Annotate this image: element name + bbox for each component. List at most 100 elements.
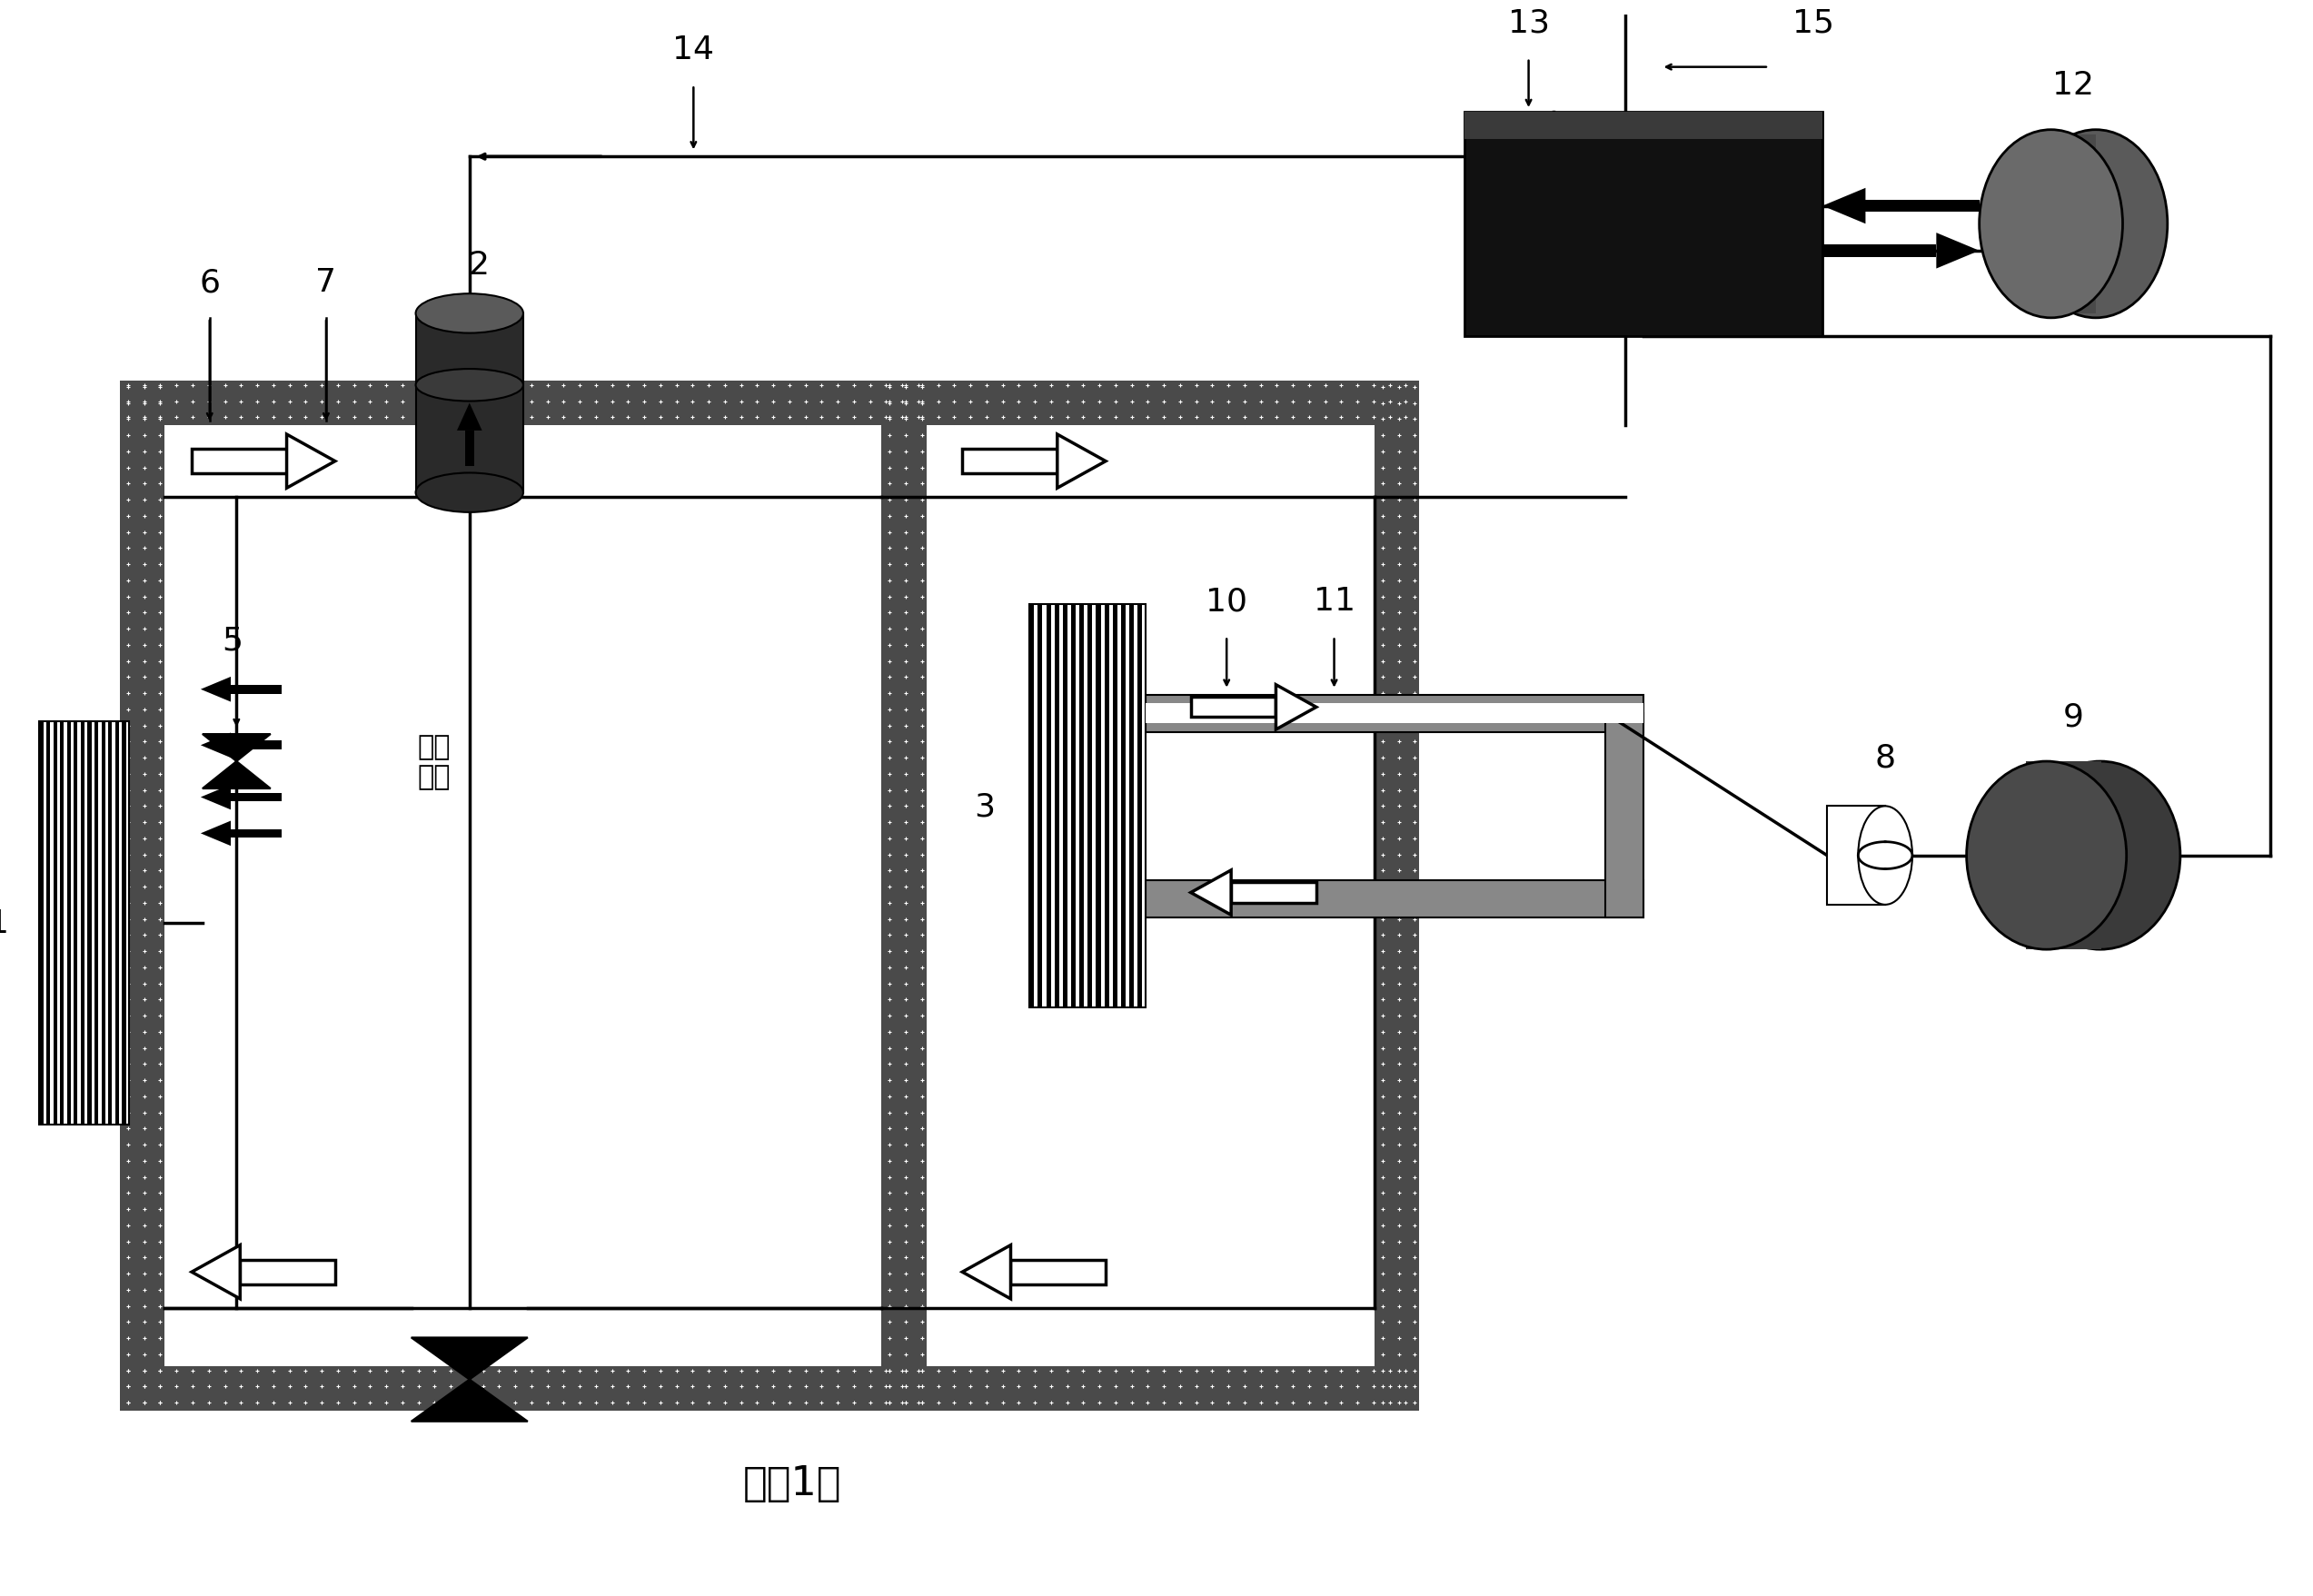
Text: 15: 15 — [1793, 8, 1834, 38]
Bar — [120, 381, 164, 1411]
Bar — [74, 721, 79, 1124]
Ellipse shape — [2024, 131, 2167, 319]
Text: 13: 13 — [1508, 8, 1550, 38]
Bar — [1231, 883, 1316, 903]
Bar — [39, 721, 44, 1124]
Bar — [120, 381, 928, 426]
Bar — [1827, 806, 1885, 905]
Bar — [1039, 605, 1043, 1009]
Text: 2: 2 — [467, 249, 488, 281]
Bar — [1103, 605, 1108, 1009]
Bar — [1087, 605, 1092, 1009]
Bar — [123, 721, 125, 1124]
Bar — [81, 721, 86, 1124]
Bar — [881, 1366, 1420, 1411]
Bar — [1011, 1259, 1106, 1285]
Polygon shape — [201, 785, 231, 811]
Text: 空气
或水: 空气 或水 — [416, 733, 451, 790]
Bar — [1062, 605, 1066, 1009]
Polygon shape — [1191, 870, 1231, 915]
Polygon shape — [1057, 434, 1106, 488]
Bar — [67, 721, 72, 1124]
Bar — [1145, 694, 1642, 733]
Bar — [192, 450, 287, 474]
Text: 3: 3 — [974, 792, 995, 822]
Bar — [1464, 113, 1823, 337]
Bar — [164, 426, 881, 1366]
Polygon shape — [201, 822, 231, 846]
Bar — [1080, 605, 1085, 1009]
Text: 11: 11 — [1314, 586, 1355, 616]
Bar — [1374, 381, 1420, 1411]
Text: 5: 5 — [222, 626, 243, 656]
Bar — [1045, 605, 1050, 1009]
Bar — [231, 830, 282, 838]
Text: 14: 14 — [673, 35, 715, 65]
Bar — [231, 685, 282, 694]
Polygon shape — [201, 677, 231, 702]
Polygon shape — [204, 734, 271, 788]
Ellipse shape — [1966, 761, 2126, 950]
Bar — [881, 381, 1420, 426]
Bar — [109, 721, 111, 1124]
Bar — [881, 381, 928, 1411]
Bar — [116, 721, 118, 1124]
Bar — [1464, 113, 1823, 139]
Bar — [1029, 605, 1034, 1009]
Polygon shape — [1936, 233, 1980, 270]
Bar — [39, 721, 130, 1124]
Bar — [46, 721, 51, 1124]
Bar — [102, 721, 104, 1124]
Bar — [1138, 605, 1143, 1009]
Bar — [1191, 697, 1277, 718]
Bar — [1071, 605, 1076, 1009]
Polygon shape — [287, 434, 335, 488]
Bar — [962, 450, 1057, 474]
Text: 8: 8 — [1876, 742, 1897, 772]
Bar — [120, 1366, 928, 1411]
Bar — [1145, 881, 1642, 918]
Bar — [95, 721, 99, 1124]
Bar — [231, 741, 282, 750]
Bar — [1122, 605, 1126, 1009]
Polygon shape — [458, 404, 481, 431]
Text: 4: 4 — [467, 1387, 488, 1417]
Ellipse shape — [416, 474, 523, 512]
Bar — [1055, 605, 1059, 1009]
Bar — [928, 426, 1374, 1366]
Polygon shape — [412, 1337, 527, 1422]
Text: 7: 7 — [315, 267, 338, 298]
Bar — [465, 431, 474, 466]
Bar — [88, 721, 93, 1124]
Text: 图（1）: 图（1） — [742, 1464, 842, 1502]
Bar — [53, 721, 58, 1124]
Text: 1: 1 — [0, 908, 9, 938]
Ellipse shape — [416, 370, 523, 402]
Bar — [1029, 605, 1145, 1009]
Text: 9: 9 — [2063, 702, 2084, 733]
Bar — [2029, 136, 2096, 314]
Polygon shape — [1823, 188, 1867, 225]
Ellipse shape — [1980, 131, 2123, 319]
Bar — [231, 793, 282, 801]
Text: 10: 10 — [1205, 586, 1247, 616]
Bar — [2026, 761, 2103, 950]
Bar — [1145, 704, 1642, 723]
Bar — [1605, 713, 1642, 918]
Bar — [1823, 246, 1936, 257]
Text: 12: 12 — [2052, 70, 2093, 101]
Ellipse shape — [416, 294, 523, 334]
Ellipse shape — [1857, 806, 1913, 905]
Polygon shape — [192, 1245, 241, 1299]
Polygon shape — [1277, 685, 1316, 729]
Bar — [1113, 605, 1117, 1009]
Bar — [60, 721, 65, 1124]
Text: 6: 6 — [199, 267, 220, 298]
Bar — [1867, 201, 1980, 212]
Bar — [416, 314, 523, 493]
Polygon shape — [201, 733, 231, 758]
Polygon shape — [962, 1245, 1011, 1299]
Bar — [1129, 605, 1133, 1009]
Bar — [1096, 605, 1101, 1009]
Ellipse shape — [2019, 761, 2181, 950]
